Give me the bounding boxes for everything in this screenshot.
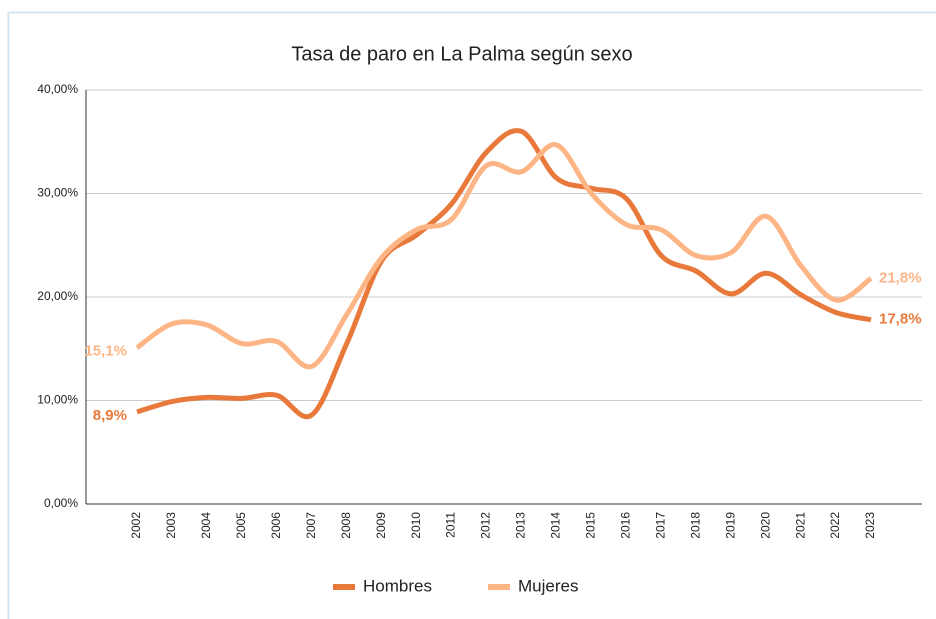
legend-label: Hombres [363, 576, 432, 595]
legend-label: Mujeres [518, 576, 578, 595]
x-tick-label: 2018 [688, 512, 702, 539]
y-tick-label: 40,00% [37, 82, 78, 96]
frame [7, 11, 936, 619]
series-line [136, 128, 872, 420]
x-tick-label: 2021 [793, 512, 807, 539]
x-tick-label: 2008 [339, 512, 353, 539]
x-tick-label: 2006 [269, 512, 283, 539]
x-tick-label: 2004 [199, 512, 213, 539]
x-tick-label: 2005 [234, 512, 248, 539]
x-tick-label: 2007 [304, 512, 318, 539]
x-tick-label: 2017 [653, 512, 667, 539]
x-tick-label: 2013 [514, 512, 528, 539]
data-label: 8,9% [93, 407, 127, 424]
x-tick-label: 2011 [444, 512, 458, 538]
data-label: 15,1% [84, 343, 127, 360]
x-tick-label: 2010 [409, 512, 423, 539]
x-tick-label: 2012 [479, 512, 493, 539]
y-tick-label: 30,00% [37, 186, 78, 200]
x-tick-label: 2014 [549, 512, 563, 539]
x-tick-label: 2015 [584, 512, 598, 539]
chart-title: Tasa de paro en La Palma según sexo [291, 43, 632, 65]
data-label: 17,8% [879, 311, 922, 328]
x-tick-label: 2023 [863, 512, 877, 539]
data-label: 21,8% [879, 269, 922, 286]
x-tick-label: 2003 [164, 512, 178, 539]
y-tick-label: 0,00% [44, 496, 78, 510]
y-tick-label: 10,00% [37, 393, 78, 407]
series-line [135, 142, 873, 370]
x-tick-label: 2002 [129, 512, 143, 539]
x-tick-label: 2009 [374, 512, 388, 539]
x-tick-label: 2019 [723, 512, 737, 539]
x-tick-label: 2020 [758, 512, 772, 539]
x-tick-label: 2016 [619, 512, 633, 539]
x-tick-label: 2022 [828, 512, 842, 539]
y-tick-label: 20,00% [37, 289, 78, 303]
